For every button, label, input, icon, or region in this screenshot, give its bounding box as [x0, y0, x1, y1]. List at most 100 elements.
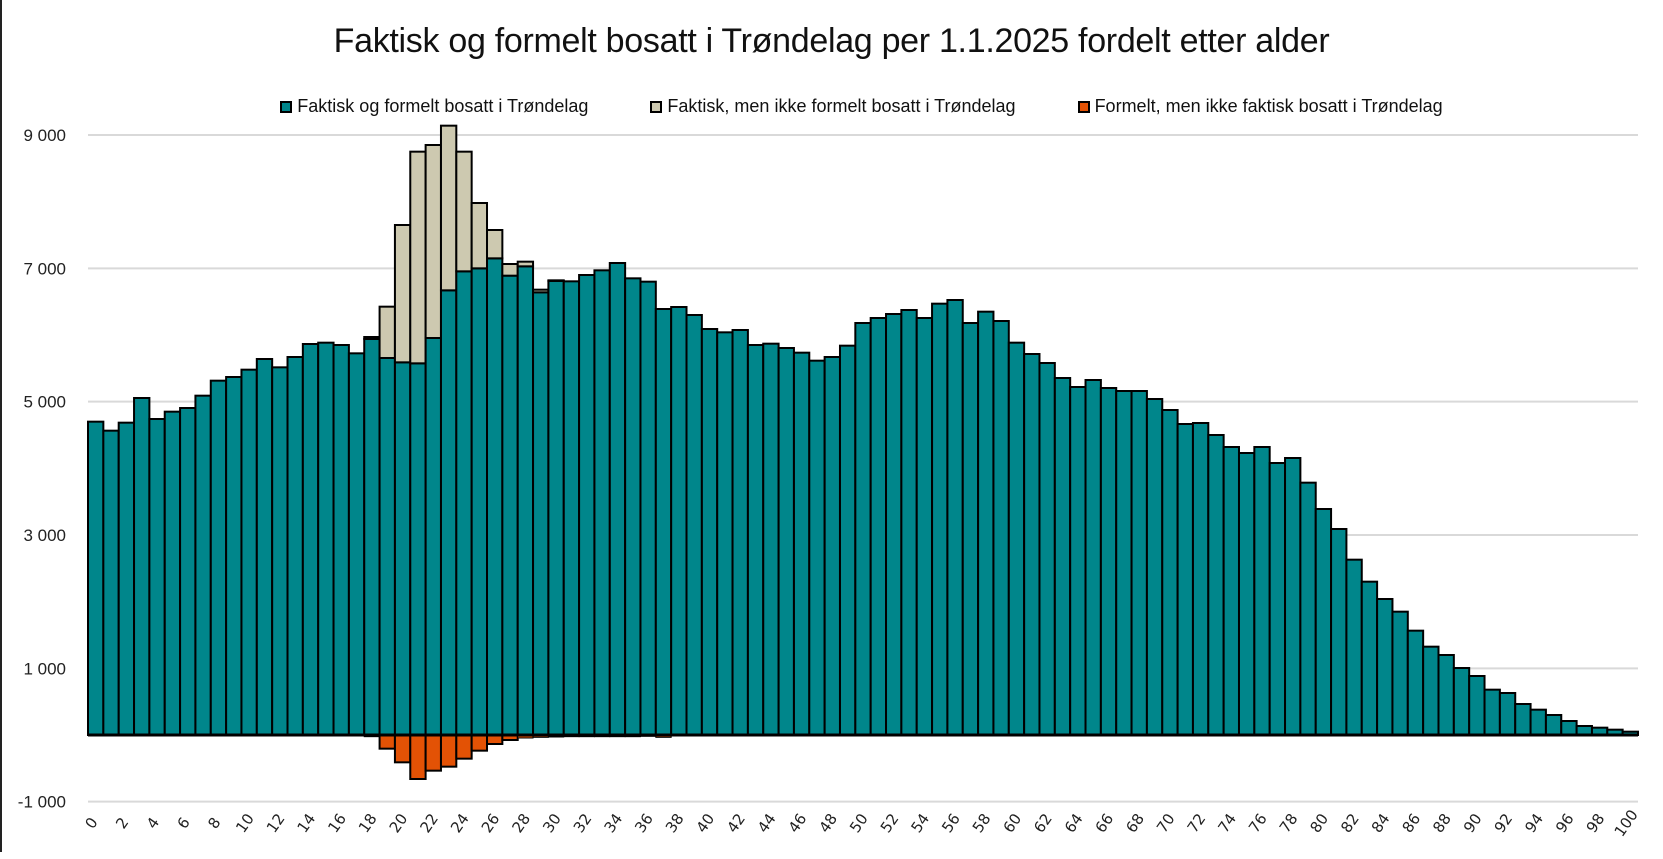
- x-tick-label: 44: [754, 810, 780, 836]
- bar-faktisk-og-formelt: [378, 357, 396, 736]
- bar-faktisk-og-formelt: [1529, 708, 1547, 737]
- x-tick-label: 62: [1030, 810, 1056, 836]
- bar-faktisk-og-formelt: [1130, 390, 1148, 736]
- bar-faktisk-og-formelt: [1053, 377, 1072, 736]
- bar-faktisk-og-formelt: [1007, 341, 1026, 736]
- x-tick-label: 86: [1399, 810, 1425, 836]
- bar-faktisk-og-formelt: [1544, 714, 1563, 736]
- bar-faktisk-og-formelt: [163, 410, 182, 736]
- bar-faktisk-og-formelt: [87, 420, 105, 736]
- bar-faktisk-og-formelt: [562, 280, 581, 736]
- bar-faktisk-og-formelt: [1145, 398, 1164, 736]
- legend-item-formelt-ikke-faktisk: Formelt, men ikke faktisk bosatt i Trønd…: [1077, 96, 1443, 117]
- bar-faktisk-og-formelt: [685, 314, 703, 736]
- x-tick-label: 12: [263, 810, 289, 836]
- x-tick-label: 10: [232, 810, 258, 836]
- x-tick-label: 76: [1245, 810, 1271, 836]
- x-tick-label: 32: [570, 810, 596, 836]
- bar-faktisk-og-formelt: [516, 265, 535, 736]
- x-tick-label: 82: [1337, 810, 1363, 836]
- bar-faktisk-og-formelt: [915, 317, 934, 736]
- legend-item-faktisk-og-formelt: Faktisk og formelt bosatt i Trøndelag: [280, 96, 588, 117]
- x-tick-label: 50: [846, 810, 872, 836]
- bar-faktisk-og-formelt: [624, 277, 642, 736]
- x-tick-label: 80: [1306, 810, 1332, 836]
- bar-faktisk-og-formelt: [1314, 508, 1333, 736]
- bar-faktisk-ikke-formelt: [516, 260, 535, 268]
- bar-faktisk-og-formelt: [301, 343, 320, 736]
- bar-faktisk-og-formelt: [1207, 434, 1225, 736]
- bar-faktisk-og-formelt: [1023, 353, 1041, 736]
- frame-left-border: [0, 0, 2, 852]
- x-tick-label: 4: [143, 814, 163, 832]
- bar-faktisk-og-formelt: [731, 329, 749, 736]
- bar-faktisk-og-formelt: [133, 397, 151, 736]
- bar-faktisk-og-formelt: [777, 347, 795, 736]
- x-tick-label: 74: [1214, 810, 1240, 836]
- bar-faktisk-og-formelt: [1237, 452, 1256, 736]
- bar-faktisk-og-formelt: [808, 359, 826, 736]
- bar-faktisk-og-formelt: [716, 331, 734, 736]
- x-tick-label: 88: [1429, 810, 1455, 836]
- x-tick-label: 60: [1000, 810, 1026, 836]
- bar-faktisk-og-formelt: [1284, 457, 1302, 736]
- bar-faktisk-og-formelt: [393, 361, 412, 736]
- x-tick-label: 66: [1092, 810, 1118, 836]
- legend-label: Faktisk, men ikke formelt bosatt i Trønd…: [667, 96, 1016, 116]
- bar-faktisk-og-formelt: [961, 322, 980, 736]
- bar-faktisk-og-formelt: [117, 421, 136, 736]
- x-tick-label: 0: [81, 814, 101, 832]
- bar-faktisk-og-formelt: [470, 267, 489, 736]
- bar-faktisk-ikke-formelt: [424, 144, 442, 339]
- bar-faktisk-og-formelt: [255, 358, 274, 736]
- bar-faktisk-og-formelt: [194, 394, 212, 736]
- bar-faktisk-og-formelt: [347, 352, 366, 736]
- legend: Faktisk og formelt bosatt i Trøndelag Fa…: [0, 96, 1663, 117]
- legend-item-faktisk-ikke-formelt: Faktisk, men ikke formelt bosatt i Trønd…: [650, 96, 1016, 117]
- x-tick-label: 78: [1276, 810, 1302, 836]
- x-tick-label: 48: [815, 810, 841, 836]
- bar-faktisk-og-formelt: [900, 309, 918, 736]
- bar-formelt-ikke-faktisk: [439, 734, 458, 768]
- bar-faktisk-og-formelt: [424, 337, 442, 736]
- x-tick-label: 92: [1491, 810, 1517, 836]
- y-tick-label: 1 000: [23, 659, 66, 678]
- bar-formelt-ikke-faktisk: [378, 734, 396, 750]
- x-tick-label: 58: [969, 810, 995, 836]
- bar-faktisk-ikke-formelt: [470, 202, 489, 270]
- bar-faktisk-og-formelt: [148, 418, 166, 736]
- bar-faktisk-og-formelt: [102, 429, 120, 736]
- x-tick-label: 52: [877, 810, 903, 836]
- bar-faktisk-og-formelt: [1253, 446, 1271, 736]
- bar-faktisk-ikke-formelt: [393, 224, 412, 364]
- legend-swatch-teal: [280, 100, 293, 113]
- bar-faktisk-og-formelt: [838, 344, 857, 736]
- bar-faktisk-ikke-formelt: [547, 279, 565, 283]
- bar-faktisk-og-formelt: [1191, 422, 1210, 736]
- bar-faktisk-og-formelt: [1360, 580, 1379, 737]
- bar-faktisk-og-formelt: [992, 320, 1010, 736]
- bar-faktisk-og-formelt: [332, 344, 350, 736]
- legend-swatch-beige: [650, 100, 663, 113]
- bar-faktisk-og-formelt: [1115, 390, 1133, 736]
- x-tick-label: 68: [1122, 810, 1148, 836]
- bar-faktisk-ikke-formelt: [486, 229, 504, 260]
- bar-faktisk-og-formelt: [700, 328, 719, 736]
- bar-faktisk-og-formelt: [1330, 528, 1348, 736]
- bar-faktisk-og-formelt: [1299, 481, 1317, 736]
- bar-faktisk-og-formelt: [1468, 675, 1486, 736]
- bar-faktisk-og-formelt: [931, 302, 949, 736]
- x-tick-label: 40: [693, 810, 719, 836]
- bar-faktisk-og-formelt: [1514, 703, 1532, 736]
- x-tick-label: 16: [324, 810, 350, 836]
- x-tick-label: 28: [508, 810, 534, 836]
- legend-swatch-orange: [1077, 100, 1090, 113]
- x-tick-label: 24: [447, 810, 473, 836]
- x-tick-label: 98: [1583, 810, 1609, 836]
- bar-faktisk-og-formelt: [578, 274, 596, 736]
- bar-faktisk-og-formelt: [869, 317, 888, 736]
- x-tick-label: 6: [174, 814, 194, 832]
- bar-faktisk-og-formelt: [1345, 558, 1363, 737]
- bar-faktisk-og-formelt: [317, 341, 335, 736]
- chart-title: Faktisk og formelt bosatt i Trøndelag pe…: [333, 22, 1330, 60]
